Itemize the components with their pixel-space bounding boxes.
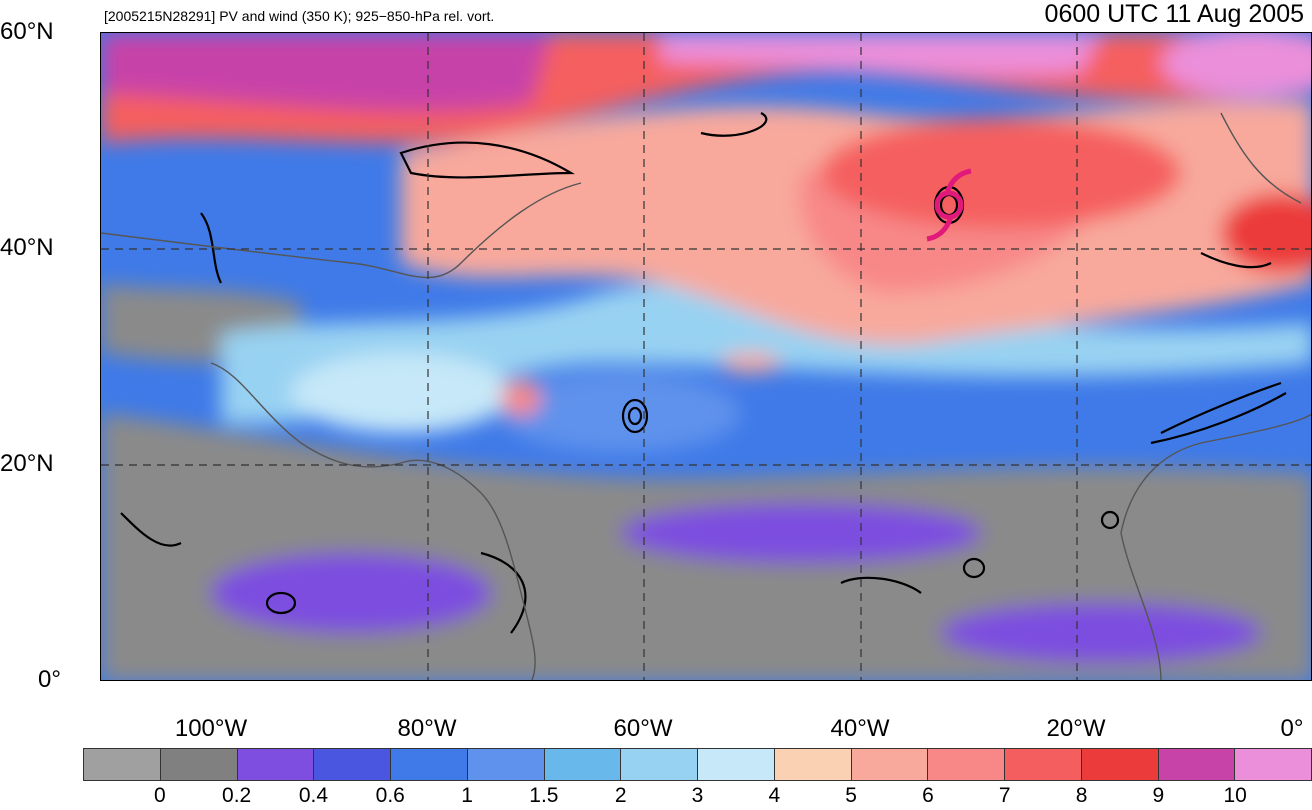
colorbar-swatch — [1005, 749, 1082, 780]
colorbar-label: 8 — [1075, 784, 1088, 807]
colorbar-swatch — [621, 749, 698, 780]
lat-label-20n: 20°N — [0, 450, 54, 477]
map-canvas — [101, 33, 1311, 680]
colorbar-swatch — [774, 749, 852, 780]
colorbar-swatch — [1235, 749, 1311, 780]
colorbar-label: 5 — [845, 784, 857, 807]
colorbar-label: 0.6 — [375, 784, 405, 807]
colorbar-swatch — [851, 749, 929, 780]
colorbar-label: 9 — [1152, 784, 1165, 807]
storm-arm-north — [944, 168, 972, 194]
lat-label-60n: 60°N — [0, 18, 54, 45]
colorbar-label: 0.4 — [298, 784, 329, 807]
header-time: 0600 UTC 11 Aug 2005 — [1044, 0, 1304, 28]
lon-label-60w: 60°W — [613, 715, 673, 742]
colorbar-swatch — [84, 749, 161, 780]
colorbar-swatch — [698, 749, 775, 780]
colorbar-swatch — [391, 749, 468, 780]
lon-label-100w: 100°W — [174, 715, 248, 742]
storm-arm-south — [926, 216, 954, 242]
colorbar-swatch — [314, 749, 391, 780]
lat-label-40n: 40°N — [0, 234, 54, 261]
lon-label-0: 0° — [1280, 715, 1304, 742]
colorbar-swatch — [928, 749, 1005, 780]
map-frame — [100, 32, 1312, 681]
lon-label-80w: 80°W — [397, 715, 457, 742]
lon-label-20w: 20°W — [1046, 715, 1106, 742]
colorbar-swatch — [160, 749, 238, 780]
colorbar-label: 1.5 — [529, 784, 559, 807]
colorbar-label: 2 — [614, 784, 627, 807]
colorbar-label: 0.2 — [222, 784, 252, 807]
colorbar-label: 3 — [691, 784, 704, 807]
colorbar-label: 7 — [998, 784, 1011, 807]
colorbar-swatch — [467, 749, 545, 780]
lat-label-0: 0° — [38, 666, 61, 693]
colorbar-label: 1 — [461, 784, 473, 807]
colorbar-swatch — [1081, 749, 1159, 780]
colorbar-swatch — [237, 749, 315, 780]
colorbar-label: 10 — [1223, 784, 1247, 807]
colorbar-label: 4 — [768, 784, 781, 807]
colorbar-label: 6 — [922, 784, 934, 807]
colorbar-swatch — [544, 749, 622, 780]
colorbar-label: 0 — [153, 784, 166, 807]
header-caption: [2005215N28291] PV and wind (350 K); 925… — [104, 8, 495, 24]
lon-label-40w: 40°W — [830, 715, 890, 742]
colorbar-swatch — [1158, 749, 1236, 780]
tropical-cyclone-icon — [926, 168, 972, 242]
colorbar — [83, 748, 1312, 781]
